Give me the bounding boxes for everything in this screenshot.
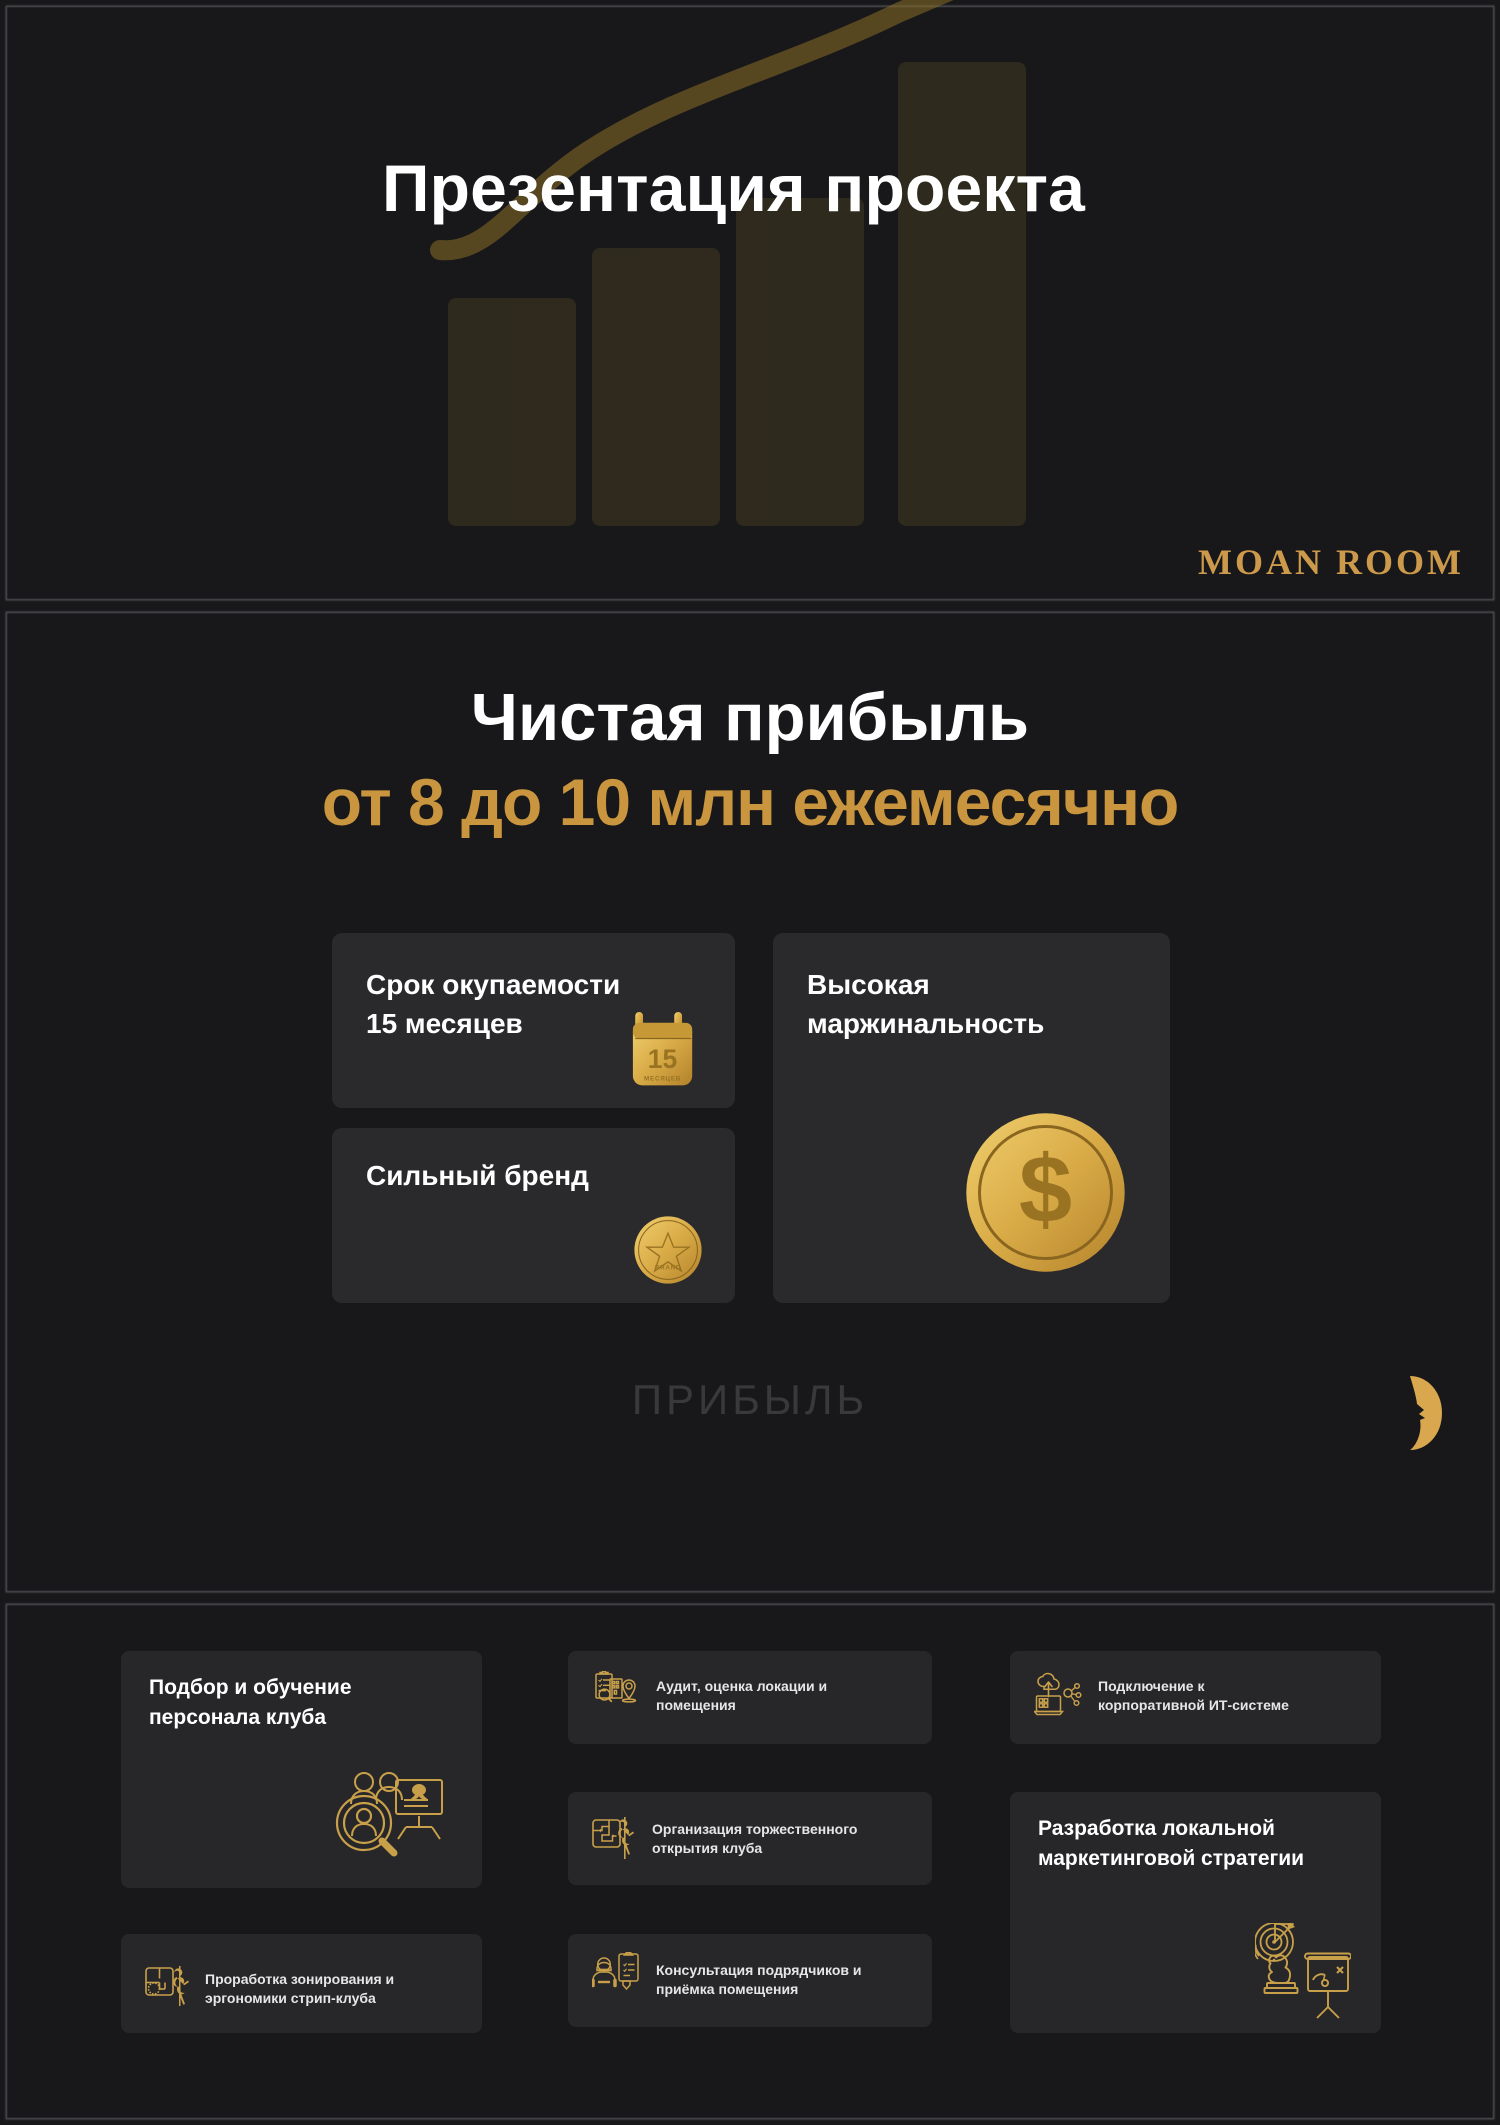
- svg-text:BRAND: BRAND: [655, 1265, 681, 1272]
- svg-text:15: 15: [648, 1044, 677, 1074]
- svg-text:$: $: [1019, 1136, 1072, 1243]
- svg-text:МЕСЯЦЕВ: МЕСЯЦЕВ: [644, 1076, 681, 1083]
